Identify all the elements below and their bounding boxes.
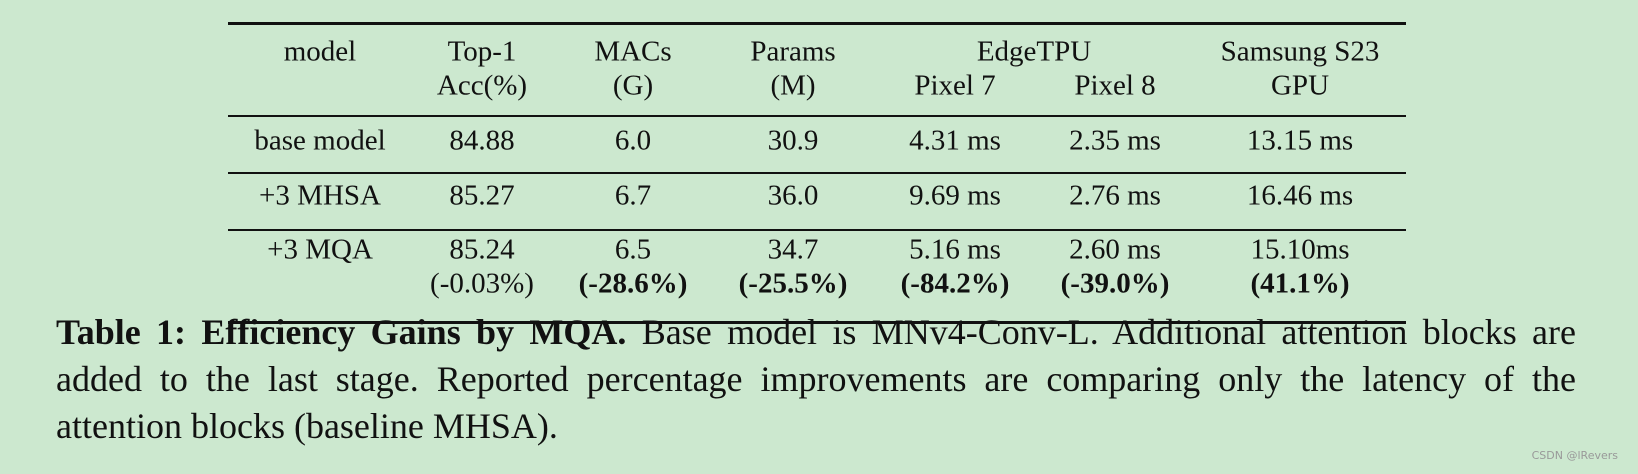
column-header: Top-1 <box>447 35 517 68</box>
table-cell: +3 MQA <box>267 233 373 266</box>
table-cell: 6.5 <box>614 233 652 266</box>
table-cell: 6.7 <box>614 179 652 212</box>
table-cell: 85.27 <box>449 179 515 212</box>
column-header: (M) <box>770 69 816 102</box>
column-header: model <box>283 35 357 68</box>
column-header: Pixel 8 <box>1074 69 1156 102</box>
column-header: Pixel 7 <box>914 69 996 102</box>
column-header: MACs <box>594 35 672 68</box>
bottom-rule <box>228 321 1406 324</box>
column-header: Acc(%) <box>436 69 528 102</box>
group-header: EdgeTPU <box>976 35 1092 68</box>
column-header: (G) <box>612 69 654 102</box>
watermark: CSDN @lRevers <box>1531 449 1618 462</box>
row-rule <box>228 172 1406 174</box>
change-cell: (41.1%) <box>1250 267 1350 300</box>
table-cell: 2.60 ms <box>1069 233 1161 266</box>
change-cell: (-84.2%) <box>900 267 1010 300</box>
table-cell: 5.16 ms <box>909 233 1001 266</box>
table-cell: 16.46 ms <box>1246 179 1354 212</box>
table-cell: 2.35 ms <box>1069 124 1161 157</box>
table-cell: 84.88 <box>449 124 515 157</box>
table-cell: 34.7 <box>767 233 819 266</box>
table-cell: 2.76 ms <box>1069 179 1161 212</box>
change-cell: (-28.6%) <box>578 267 688 300</box>
table-cell: 36.0 <box>767 179 819 212</box>
top-rule <box>228 22 1406 25</box>
table-cell: 15.10ms <box>1250 233 1350 266</box>
row-rule <box>228 229 1406 231</box>
caption-label: Table 1: Efficiency Gains by MQA. <box>56 312 627 352</box>
table-cell: 6.0 <box>614 124 652 157</box>
table-cell: 9.69 ms <box>909 179 1001 212</box>
header-rule <box>228 115 1406 117</box>
table-cell: 4.31 ms <box>909 124 1001 157</box>
column-header: GPU <box>1270 69 1330 102</box>
table-cell: +3 MHSA <box>259 179 381 212</box>
caption-text: Base model is MNv4-Conv-L. Additional at… <box>56 312 1577 446</box>
table-cell: base model <box>254 124 386 157</box>
change-cell: (-39.0%) <box>1060 267 1170 300</box>
column-header: Params <box>750 35 836 68</box>
change-cell: (-25.5%) <box>738 267 848 300</box>
table-cell: 13.15 ms <box>1246 124 1354 157</box>
column-header: Samsung S23 <box>1220 35 1380 68</box>
caption: Table 1: Efficiency Gains by MQA. Base m… <box>56 309 1576 450</box>
table-cell: 85.24 <box>449 233 515 266</box>
table-cell: 30.9 <box>767 124 819 157</box>
change-cell: (-0.03%) <box>430 267 534 300</box>
